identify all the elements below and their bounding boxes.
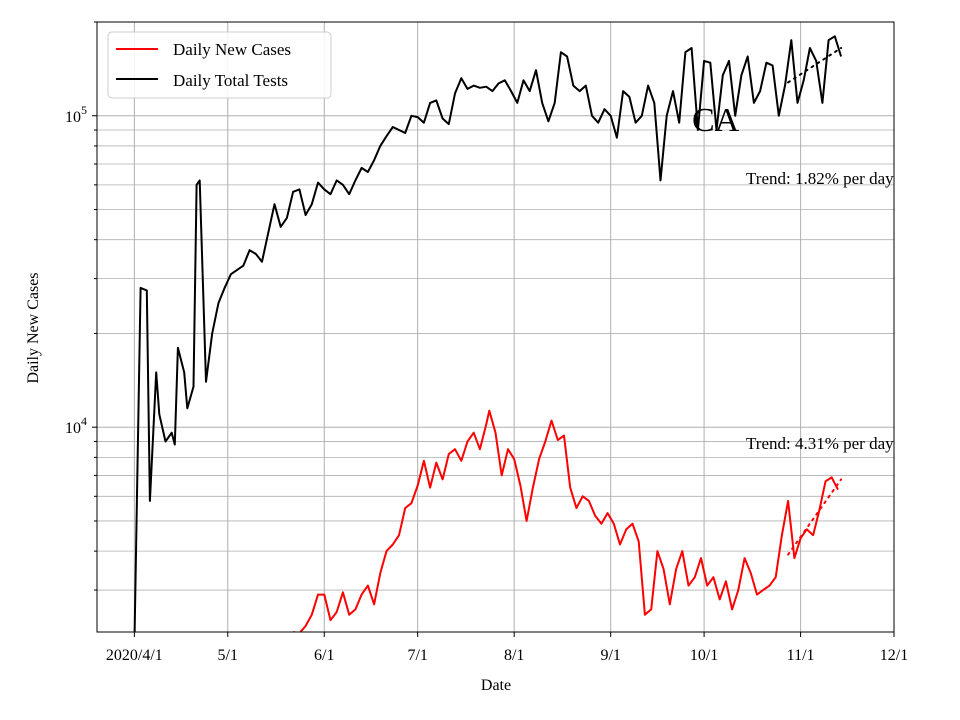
x-tick-label: 6/1 xyxy=(314,647,334,664)
x-tick-label: 9/1 xyxy=(600,647,620,664)
trend-line-daily-total-tests xyxy=(787,47,843,84)
y-axis: 104 105 xyxy=(65,21,97,591)
x-tick-label: 5/1 xyxy=(218,647,238,664)
y-tick-label: 104 xyxy=(65,414,87,437)
trend-line-daily-new-cases xyxy=(787,478,843,556)
x-tick-label: 2020/4/1 xyxy=(106,647,163,664)
x-tick-label: 8/1 xyxy=(504,647,524,664)
plot-frame xyxy=(96,21,895,633)
legend-box xyxy=(107,31,332,99)
trend-lines xyxy=(787,47,843,556)
legend: Daily New Cases Daily Total Tests xyxy=(107,31,332,99)
legend-label-tests: Daily Total Tests xyxy=(173,71,288,90)
y-axis-label: Daily New Cases xyxy=(25,272,42,383)
x-axis: 2020/4/1 5/1 6/1 7/1 8/1 9/1 10/1 11/1 12/1 xyxy=(106,632,908,664)
x-tick-label: 12/1 xyxy=(880,647,908,664)
series-line-daily-total-tests xyxy=(118,35,843,632)
plot-lines xyxy=(118,35,843,632)
y-tick-label: 105 xyxy=(65,103,87,126)
x-tick-label: 7/1 xyxy=(407,647,427,664)
x-axis-label: Date xyxy=(481,677,511,694)
x-tick-label: 10/1 xyxy=(690,647,718,664)
x-tick-label: 11/1 xyxy=(787,647,815,664)
state-annotation: CA xyxy=(692,102,740,139)
trend-cases-annotation: Trend: 4.31% per day xyxy=(746,434,894,453)
trend-tests-annotation: Trend: 1.82% per day xyxy=(746,169,894,188)
series-line-daily-new-cases xyxy=(293,409,839,632)
grid xyxy=(97,21,895,632)
legend-label-cases: Daily New Cases xyxy=(173,40,291,59)
